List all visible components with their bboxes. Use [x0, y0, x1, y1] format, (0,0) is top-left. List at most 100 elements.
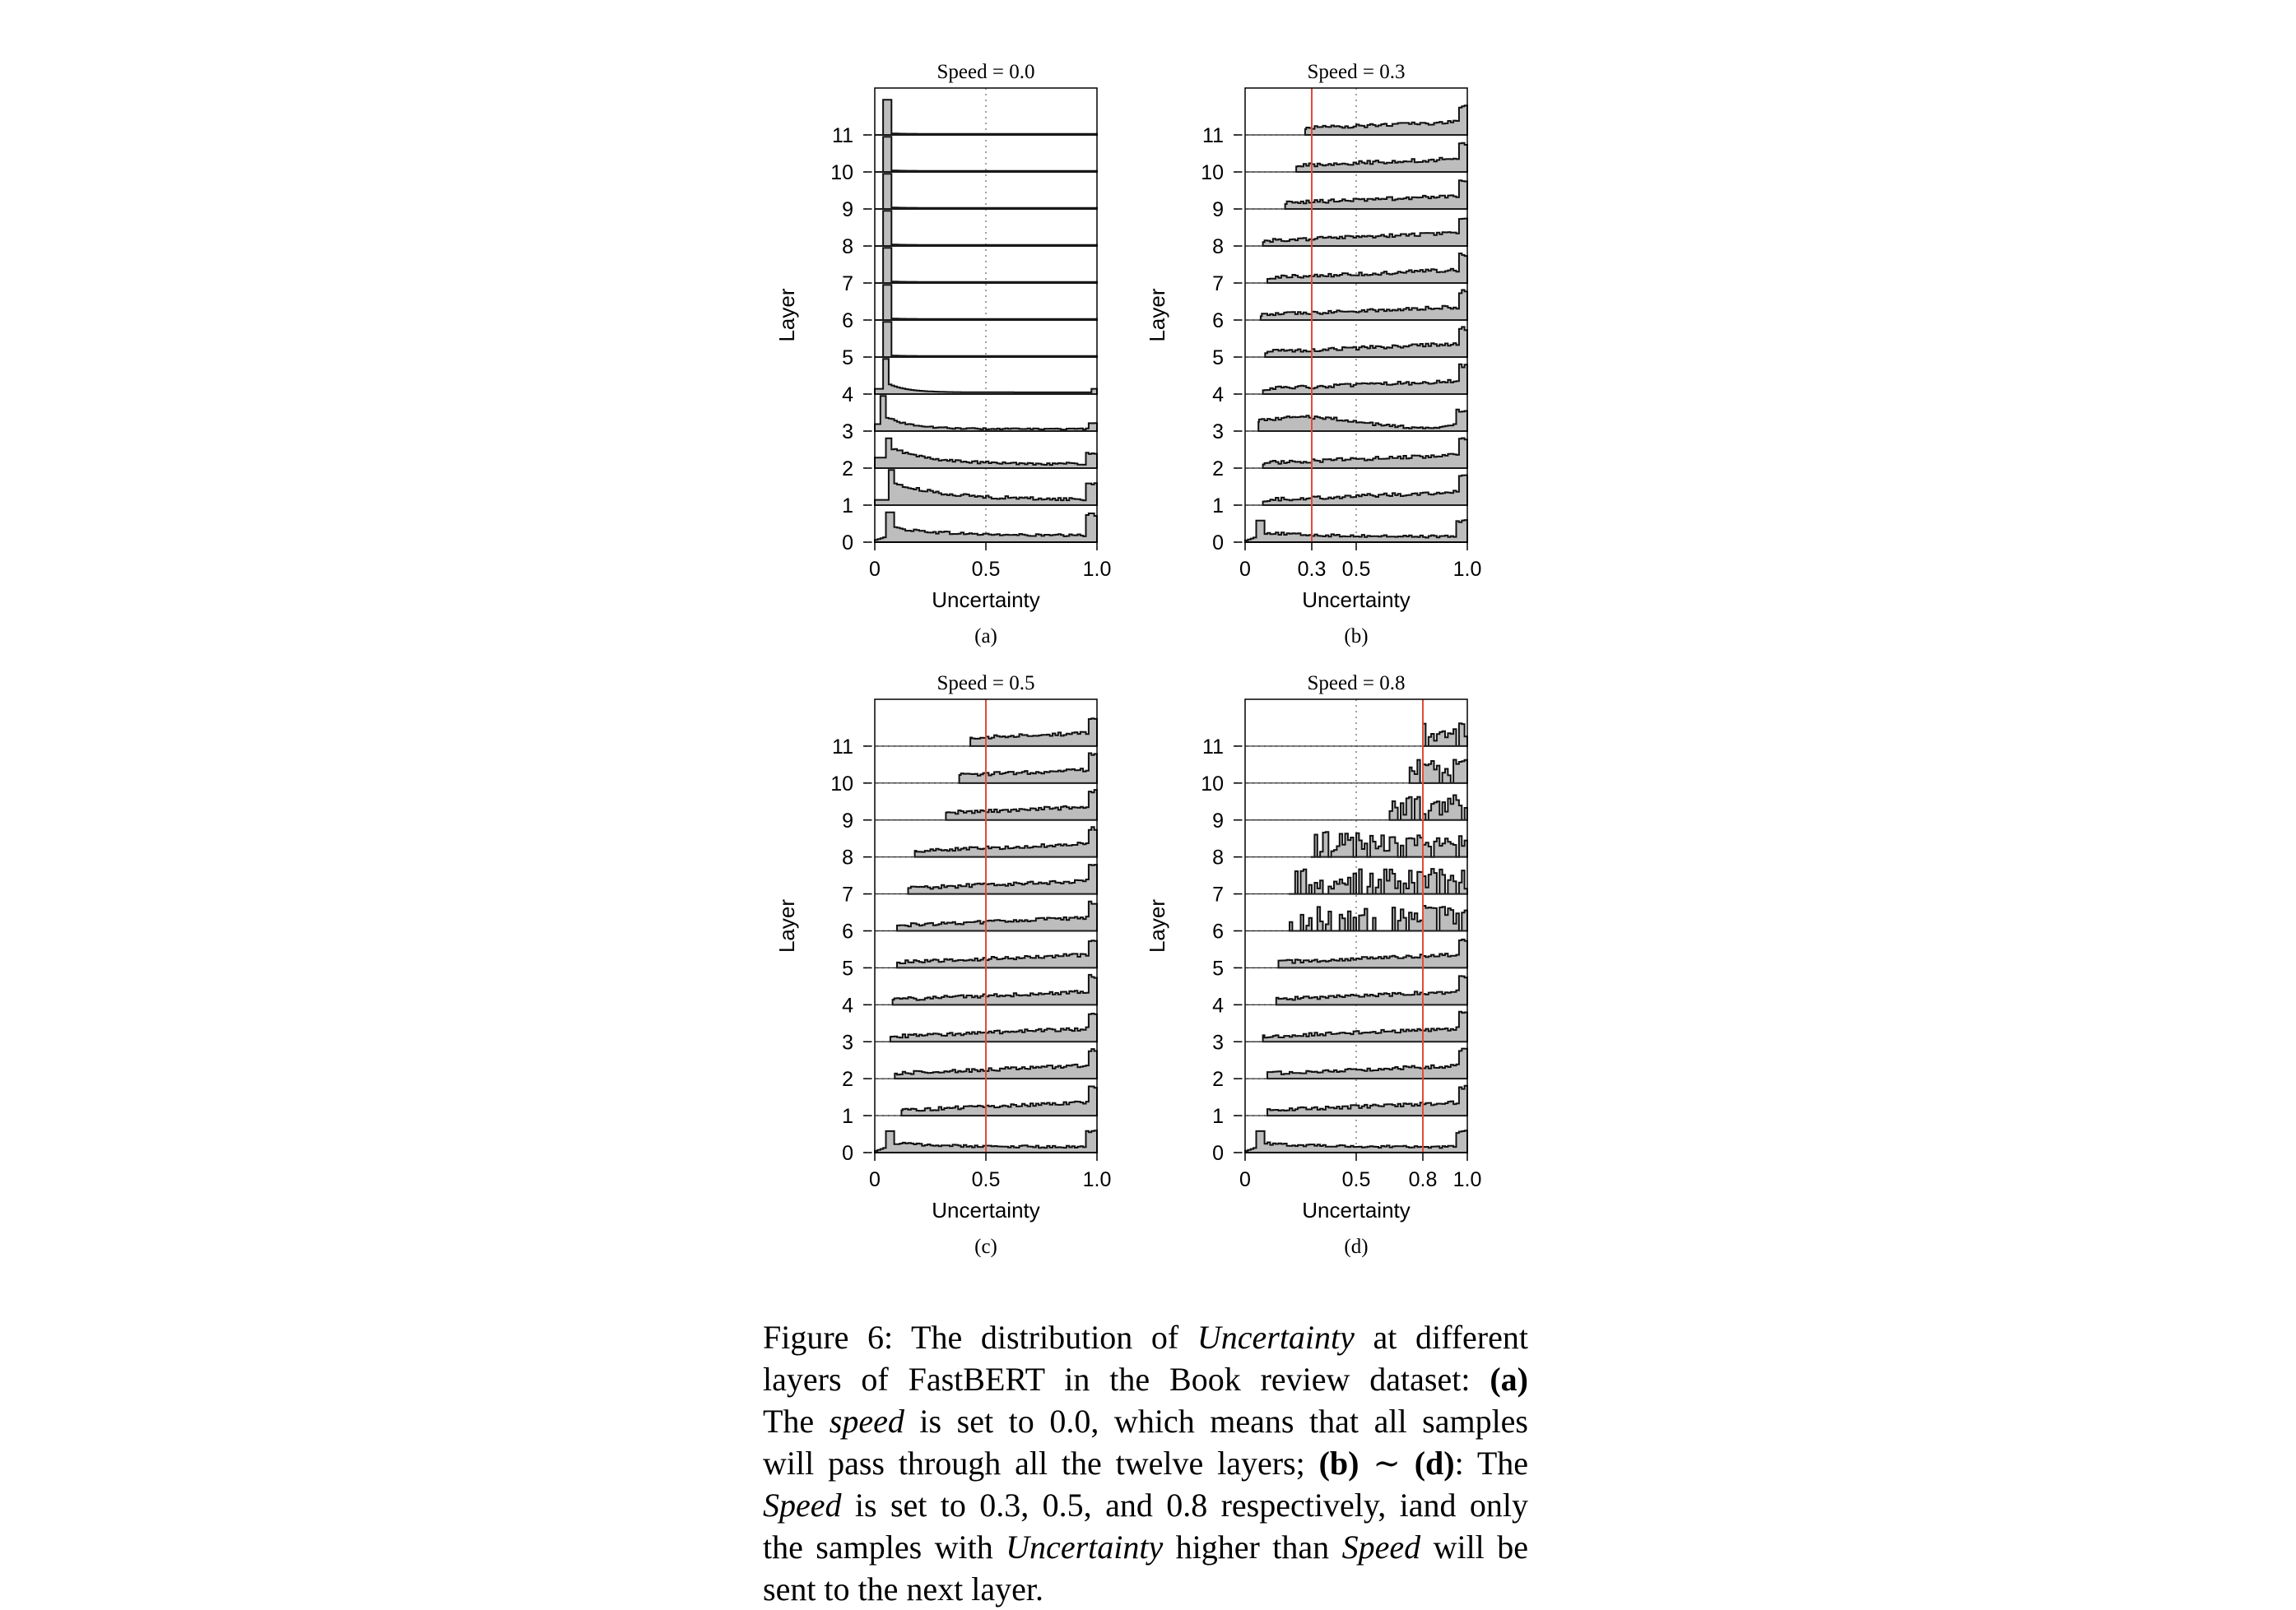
histogram-layer-10 — [1408, 759, 1468, 784]
x-tick-label: 0 — [869, 1168, 881, 1191]
y-tick-label: 3 — [842, 420, 853, 443]
caption-text: Speed — [1341, 1529, 1421, 1566]
y-tick-label: 4 — [842, 383, 853, 406]
caption-text: is set to 0.0, which means that all samp… — [904, 1403, 1529, 1440]
y-tick-label: 11 — [832, 124, 853, 147]
caption-text: (a) — [1490, 1361, 1528, 1398]
panel-d: Speed = 0.8 0 1 2 3 4 5 6 7 8 9 10 11 0 0.5 0.8 1.0 Uncer… — [1145, 672, 1481, 1258]
y-tick-label: 5 — [842, 957, 853, 980]
x-tick-label: 0.5 — [1342, 558, 1371, 581]
x-tick-label: 0.5 — [972, 558, 1001, 581]
caption-text: will pass through all the twelve layers; — [763, 1445, 1319, 1482]
histogram-layer-1 — [900, 1085, 1098, 1117]
y-tick-label: 9 — [1212, 198, 1224, 221]
histogram-layer-2 — [894, 1048, 1098, 1080]
y-axis-label: Layer — [774, 899, 799, 953]
figure-caption: Figure 6: The distribution of Uncertaint… — [763, 1316, 1528, 1610]
caption-text: Figure 6: The distribution of — [763, 1319, 1197, 1356]
caption-text: speed — [829, 1403, 904, 1440]
histogram-layer-2 — [1267, 1047, 1468, 1080]
histogram-layer-2 — [1262, 437, 1468, 469]
y-tick-label: 1 — [842, 494, 853, 517]
y-tick-label: 10 — [1201, 773, 1224, 796]
histogram-layer-4 — [1275, 975, 1468, 1006]
histogram-layer-3 — [1257, 408, 1468, 432]
histogram-layer-1 — [1262, 474, 1468, 506]
histogram-layer-3 — [1262, 1010, 1468, 1043]
x-tick-label: 0.5 — [972, 1168, 1001, 1191]
y-tick-label: 1 — [1212, 1105, 1224, 1128]
y-tick-label: 2 — [842, 457, 853, 480]
y-tick-label: 7 — [842, 272, 853, 295]
y-tick-label: 11 — [832, 735, 853, 759]
y-tick-label: 5 — [1212, 346, 1224, 369]
y-tick-label: 6 — [842, 921, 853, 944]
x-axis-label: Uncertainty — [932, 587, 1040, 612]
histogram-layer-11 — [1422, 722, 1468, 747]
caption-line: will pass through all the twelve layers;… — [763, 1442, 1528, 1484]
histogram-layer-7 — [875, 247, 1098, 284]
y-tick-label: 10 — [830, 161, 853, 184]
histogram-layer-9 — [1388, 794, 1468, 821]
caption-text: : The — [1454, 1445, 1529, 1482]
x-tick-label: 0.8 — [1409, 1168, 1438, 1191]
y-tick-label: 7 — [1212, 272, 1224, 295]
panel-c: Speed = 0.5 0 1 2 3 4 5 6 7 8 9 10 11 0 0.5 1.0 Uncertai… — [774, 672, 1111, 1258]
histogram-layer-9 — [945, 789, 1098, 821]
histogram-layer-6 — [1289, 905, 1468, 932]
caption-text: Speed — [763, 1487, 842, 1524]
y-tick-label: 7 — [842, 884, 853, 907]
caption-text: (b) — [1318, 1445, 1359, 1482]
y-tick-label: 4 — [1212, 994, 1224, 1017]
y-tick-label: 2 — [1212, 1068, 1224, 1091]
histogram-layer-11 — [1304, 104, 1468, 136]
y-axis-label: Layer — [774, 288, 799, 341]
y-axis-label: Layer — [1145, 899, 1169, 953]
x-tick-label: 0.3 — [1298, 558, 1327, 581]
histogram-layer-4 — [891, 973, 1098, 1006]
x-axis-label: Uncertainty — [1302, 587, 1411, 612]
x-tick-label: 0 — [1239, 1168, 1251, 1191]
histogram-layer-11 — [969, 717, 1098, 747]
panel-title: Speed = 0.5 — [937, 672, 1035, 694]
y-tick-label: 11 — [1202, 735, 1224, 759]
caption-line: sent to the next layer. — [763, 1568, 1528, 1610]
caption-text: higher than — [1163, 1529, 1342, 1566]
caption-line: Speed is set to 0.3, 0.5, and 0.8 respec… — [763, 1484, 1528, 1526]
y-tick-label: 6 — [1212, 921, 1224, 944]
panel-title: Speed = 0.3 — [1308, 61, 1406, 83]
histogram-layer-5 — [875, 321, 1098, 358]
panel-b: Speed = 0.3 0 1 2 3 4 5 6 7 8 9 10 11 0 0.3 0.5 1.0 Uncer… — [1145, 61, 1481, 647]
y-tick-label: 7 — [1212, 884, 1224, 907]
histogram-layer-2 — [874, 437, 1098, 469]
x-tick-label: 0.5 — [1342, 1168, 1371, 1191]
histogram-layer-7 — [1267, 253, 1468, 284]
histogram-layer-8 — [913, 826, 1098, 858]
panel-letter: (d) — [1344, 1236, 1368, 1258]
y-tick-label: 9 — [1212, 810, 1224, 833]
x-tick-label: 1.0 — [1453, 558, 1482, 581]
y-tick-label: 8 — [842, 235, 853, 258]
histogram-layer-8 — [1311, 831, 1468, 858]
y-tick-label: 0 — [1212, 1142, 1224, 1165]
y-tick-label: 4 — [1212, 383, 1224, 406]
y-tick-label: 6 — [1212, 309, 1224, 332]
histogram-layer-5 — [1277, 938, 1468, 969]
panel-a: Speed = 0.0 0 1 2 3 4 5 6 7 8 9 10 11 0 0.5 1.0 Uncertai… — [774, 61, 1111, 647]
histogram-layer-0 — [874, 511, 1098, 543]
histogram-layer-1 — [1267, 1084, 1468, 1117]
x-tick-label: 0 — [869, 558, 881, 581]
caption-text: Uncertainty — [1197, 1319, 1355, 1356]
histogram-layer-3 — [874, 395, 1098, 432]
histogram-layer-8 — [875, 210, 1098, 247]
y-tick-label: 11 — [1202, 124, 1224, 147]
caption-text: layers of FastBERT in the Book review da… — [763, 1361, 1490, 1398]
histogram-layer-1 — [874, 469, 1098, 506]
y-tick-label: 8 — [842, 847, 853, 870]
histogram-layer-5 — [1264, 326, 1468, 358]
y-tick-label: 3 — [842, 1031, 853, 1054]
histogram-layer-10 — [958, 752, 1098, 784]
y-tick-label: 3 — [1212, 420, 1224, 443]
y-tick-label: 1 — [1212, 494, 1224, 517]
x-tick-label: 1.0 — [1083, 558, 1112, 581]
